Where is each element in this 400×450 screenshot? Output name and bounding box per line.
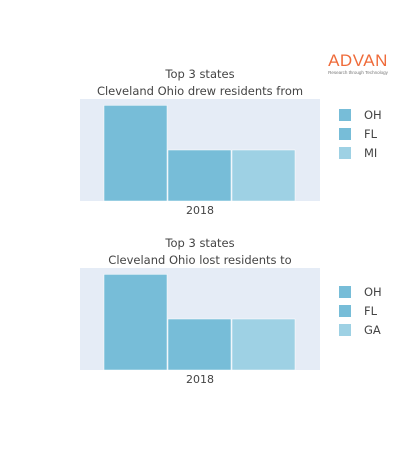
chart-title-line: Cleveland Ohio lost residents to — [108, 253, 291, 267]
legend-swatch-ga[interactable] — [339, 324, 351, 336]
legend-label-fl[interactable]: FL — [364, 304, 378, 318]
bar-oh[interactable] — [103, 105, 168, 202]
legend-swatch-fl[interactable] — [339, 305, 351, 317]
legend-label-ga[interactable]: GA — [364, 323, 381, 337]
bar-oh[interactable] — [103, 274, 168, 371]
bar-fl[interactable] — [167, 318, 232, 371]
legend-label-mi[interactable]: MI — [364, 146, 377, 160]
legend-swatch-oh[interactable] — [339, 286, 351, 298]
advan-logo: ADVAN Research through Technology — [318, 52, 398, 76]
logo-wordmark: ADVAN — [328, 51, 388, 70]
chart-drew-residents: Top 3 states Cleveland Ohio drew resident… — [80, 67, 382, 217]
x-tick-label: 2018 — [186, 373, 214, 386]
bar-fl[interactable] — [167, 149, 232, 202]
legend-swatch-oh[interactable] — [339, 109, 351, 121]
bar-ga[interactable] — [231, 318, 296, 371]
chart-lost-residents: Top 3 states Cleveland Ohio lost resident… — [80, 236, 382, 386]
legend-swatch-mi[interactable] — [339, 147, 351, 159]
legend-label-oh[interactable]: OH — [364, 285, 382, 299]
chart-title-line: Top 3 states — [164, 67, 234, 81]
chart-title-line: Top 3 states — [164, 236, 234, 250]
legend-label-oh[interactable]: OH — [364, 108, 382, 122]
x-tick-label: 2018 — [186, 204, 214, 217]
bar-mi[interactable] — [231, 149, 296, 202]
legend-label-fl[interactable]: FL — [364, 127, 378, 141]
legend-swatch-fl[interactable] — [339, 128, 351, 140]
chart-title-line: Cleveland Ohio drew residents from — [97, 84, 303, 98]
logo-tagline: Research through Technology — [328, 70, 388, 75]
